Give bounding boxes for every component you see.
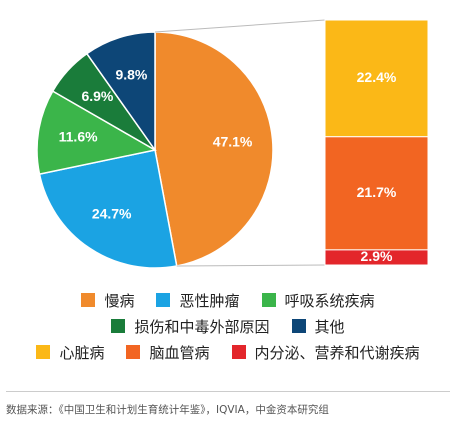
legend-swatch (231, 345, 246, 359)
legend-label: 恶性肿瘤 (179, 291, 240, 310)
legend-item: 损伤和中毒外部原因 (111, 316, 270, 337)
legend-label: 其他 (314, 317, 345, 336)
data-label: 9.8% (115, 66, 147, 82)
legend-item: 慢病 (81, 290, 134, 311)
legend-item: 心脏病 (36, 342, 104, 363)
connector (154, 19, 326, 33)
data-label: 11.6% (59, 128, 98, 144)
pie-slice (154, 31, 274, 267)
divider (6, 391, 450, 392)
pie-slice (38, 149, 178, 269)
legend-item: 内分泌、营养和代谢疾病 (231, 342, 420, 363)
chart: 47.1% 24.7% 11.6% 6.9%9.8% 22.4% 21.7% 2.9% (36, 19, 429, 269)
legend-swatch (291, 319, 306, 333)
legend-swatch (261, 293, 276, 307)
data-label: 22.4% (357, 69, 397, 85)
legend-item: 脑血管病 (126, 342, 210, 363)
pie-slice (36, 90, 158, 175)
legend-label: 慢病 (104, 291, 135, 310)
legend-row: 慢病 恶性肿瘤 呼吸系统疾病 (0, 287, 456, 313)
legend-item: 呼吸系统疾病 (261, 290, 375, 311)
legend-swatch (81, 293, 96, 307)
data-label: 47.1% (213, 134, 253, 150)
source-note: 数据来源：《中国卫生和计划生育统计年鉴》，IQVIA，中金资本研究组 (6, 404, 329, 416)
legend: 慢病 恶性肿瘤 呼吸系统疾病 损伤和中毒外部原因 其他心脏病 脑血管病 内分泌、营养和代谢疾… (0, 287, 456, 365)
legend-item: 恶性肿瘤 (156, 290, 240, 311)
legend-label: 心脏病 (59, 343, 105, 362)
bar-segment (324, 19, 429, 138)
legend-swatch (126, 345, 141, 359)
data-label: 2.9% (361, 248, 393, 264)
legend-item: 其他 (291, 316, 345, 337)
bar-segment (324, 136, 429, 251)
data-label: 24.7% (92, 205, 132, 221)
legend-label: 呼吸系统疾病 (284, 291, 375, 310)
legend-swatch (156, 293, 171, 307)
legend-row: 心脏病 脑血管病 内分泌、营养和代谢疾病 (0, 339, 456, 365)
legend-row: 损伤和中毒外部原因 其他 (0, 313, 456, 339)
data-label: 6.9% (81, 88, 113, 104)
legend-swatch (36, 345, 51, 359)
connector (176, 264, 326, 267)
legend-label: 内分泌、营养和代谢疾病 (254, 343, 420, 362)
legend-label: 损伤和中毒外部原因 (134, 317, 270, 336)
legend-label: 脑血管病 (149, 343, 210, 362)
bar-segment (324, 249, 429, 266)
legend-swatch (111, 319, 126, 333)
data-label: 21.7% (357, 184, 397, 200)
pie-slice (85, 31, 156, 153)
